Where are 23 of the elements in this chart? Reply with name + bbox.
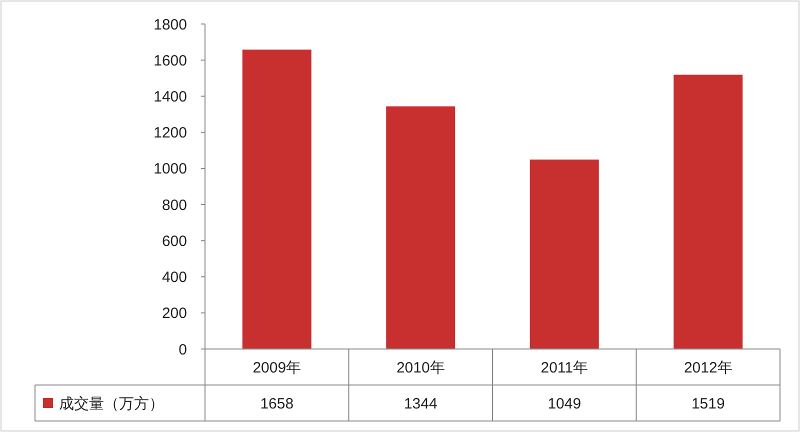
y-tick-label: 400 (162, 269, 187, 286)
y-tick-label: 1600 (154, 52, 187, 70)
legend-label: 成交量（万方） (59, 395, 164, 412)
bar (674, 74, 743, 349)
y-tick-label: 1200 (154, 124, 187, 142)
x-tick-label: 2009年 (252, 359, 302, 376)
data-label: 1658 (260, 395, 294, 412)
data-label: 1049 (548, 395, 582, 412)
x-tick-label: 2011年 (540, 359, 588, 376)
data-label: 1519 (691, 395, 725, 412)
y-tick-label: 1000 (154, 160, 187, 178)
bar (530, 160, 599, 349)
y-tick-label: 1400 (154, 88, 187, 106)
y-tick-label: 0 (178, 341, 187, 358)
y-tick-label: 600 (162, 232, 187, 250)
x-tick-label: 2012年 (684, 359, 732, 376)
data-label: 1344 (404, 395, 438, 412)
y-tick-label: 200 (162, 305, 187, 322)
x-tick-label: 2010年 (396, 359, 445, 376)
bar (386, 106, 456, 349)
bar (242, 50, 312, 349)
y-tick-label: 800 (162, 196, 187, 214)
y-tick-label: 1800 (154, 16, 187, 34)
